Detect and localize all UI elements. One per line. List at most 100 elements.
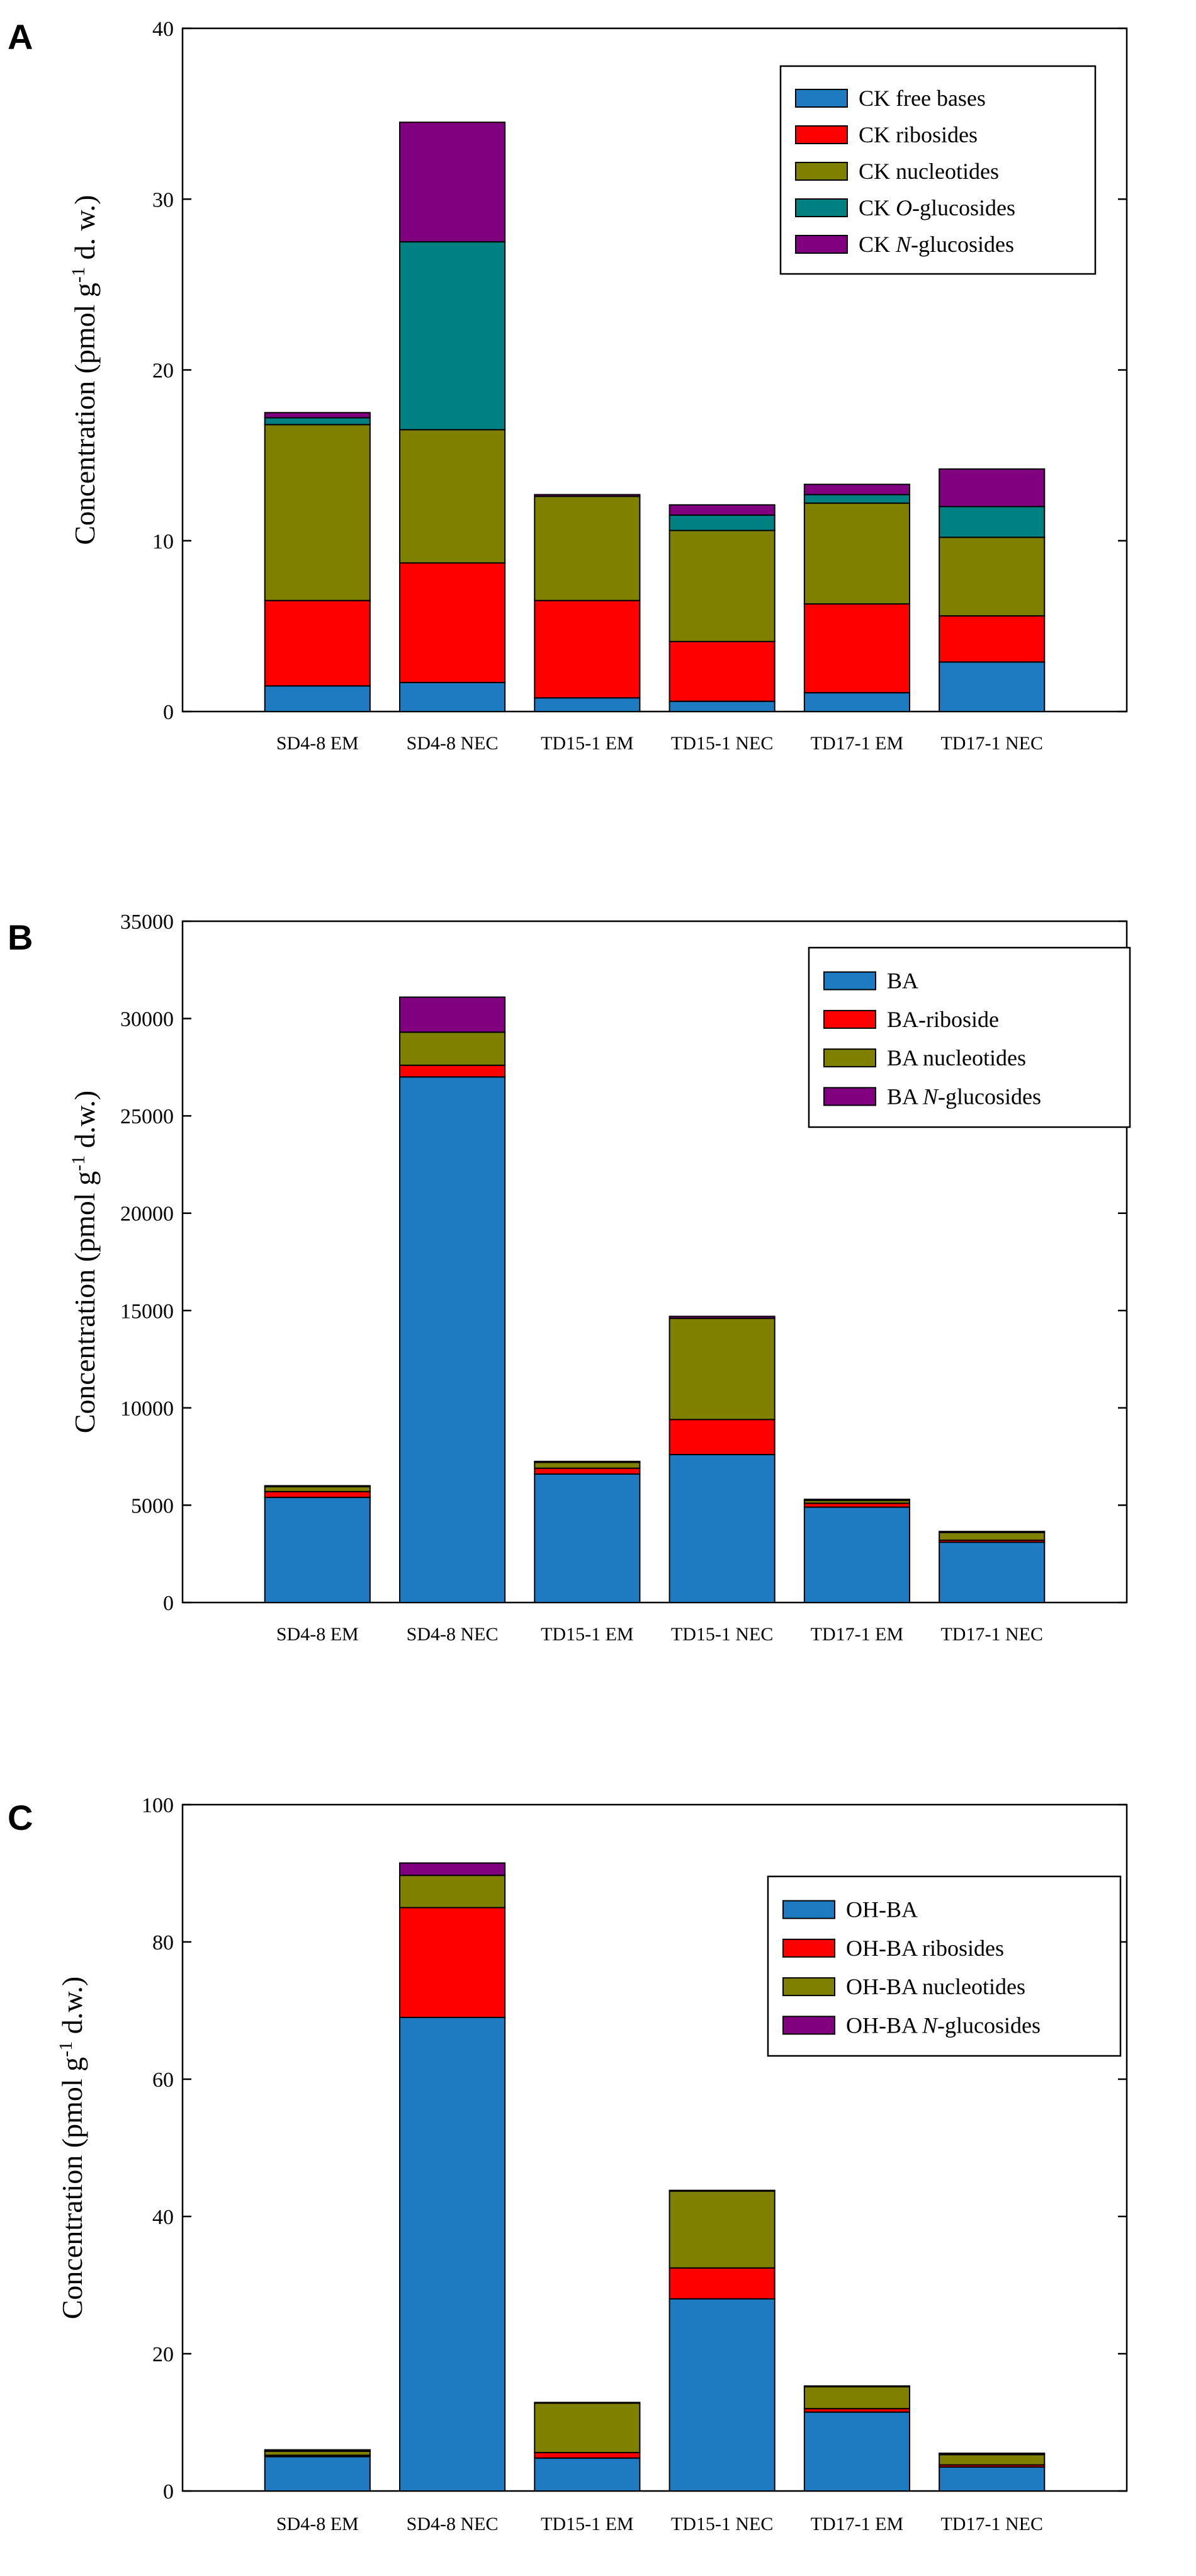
bar-td17-1-em-oh-ba [803,2411,911,2492]
legend-label-pre: BA nucleotides [887,1045,1026,1070]
bar-sd4-8-em-oh-ba [264,2456,371,2492]
bar-td15-1-nec-oh-ba-nucleotides [669,2190,776,2269]
bar-td15-1-nec-ba-nucleotides [669,1317,776,1421]
bar-sd4-8-em-ba-nucleotides [264,1486,371,1492]
bar-sd4-8-nec-oh-ba [399,2016,506,2492]
bar-td15-1-nec-ba-riboside [669,1419,776,1456]
bar-td17-1-nec-ck-n-glucosides [939,468,1046,508]
x-tick-label: SD4-8 NEC [407,733,499,754]
x-tick-label: TD17-1 EM [811,1624,903,1645]
bar-td15-1-em-ba-n-glucosides [534,1460,641,1463]
y-axis-title: Concentration (pmol g-1 d. w.) [68,195,101,545]
bar-td15-1-em-ck-ribosides [534,599,641,699]
x-tick-label: TD15-1 NEC [671,733,773,754]
legend-label-pre: BA-riboside [887,1007,999,1032]
legend-label-post: -glucosides [937,2012,1041,2038]
bar-td17-1-nec-ba [939,1541,1046,1604]
bar-sd4-8-nec-ck-o-glucosides [399,241,506,431]
bar-td17-1-nec-ck-nucleotides [939,536,1046,617]
bar-td17-1-em-ck-nucleotides [803,502,911,605]
legend-label-pre: CK free bases [859,86,986,111]
plot-frame [181,1803,1128,2492]
bar-td15-1-em-ba [534,1473,641,1604]
bar-td17-1-nec-oh-ba-n-glucosides [939,2453,1046,2456]
bar-sd4-8-nec-ba-nucleotides [399,1031,506,1066]
bar-td17-1-em-ck-o-glucosides [803,494,911,504]
y-tick-label: 20 [152,2343,174,2366]
panel-letter: B [8,917,33,957]
bar-td15-1-em-oh-ba-n-glucosides [534,2402,641,2404]
legend-label-pre: CK ribosides [859,122,978,147]
legend-label: OH-BA [846,1897,918,1922]
legend-label: OH-BA nucleotides [846,1974,1025,1999]
y-tick-label: 15000 [120,1300,174,1323]
bar-sd4-8-em-ba [264,1497,371,1603]
bar-sd4-8-em-ck-ribosides [264,599,371,687]
x-tick-label: SD4-8 EM [276,1624,359,1645]
bar-td17-1-nec-ck-o-glucosides [939,506,1046,538]
y-tick-label: 25000 [120,1105,174,1128]
legend-label: BA-riboside [887,1007,999,1032]
legend-label-pre: OH-BA ribosides [846,1936,1004,1961]
y-tick-label: 10 [152,530,174,553]
bar-sd4-8-nec-ck-ribosides [399,562,506,683]
legend-swatch [823,1009,876,1029]
bar-sd4-8-em-ck-free-bases [264,685,371,712]
legend-label: CK ribosides [859,122,978,147]
bar-td15-1-nec-ck-nucleotides [669,530,776,642]
bar-sd4-8-nec-oh-ba-nucleotides [399,1875,506,1909]
legend-label-post: -glucosides [912,195,1015,220]
y-tick-label: 10000 [120,1397,174,1421]
bar-sd4-8-nec-ba [399,1076,506,1604]
legend-label: BA [887,968,918,994]
bar-td17-1-nec-ck-ribosides [939,615,1046,663]
legend-label: CK O-glucosides [859,195,1015,220]
y-tick-label: 5000 [131,1494,174,1518]
bar-td15-1-em-ck-n-glucosides [534,494,641,497]
bar-td15-1-nec-oh-ba [669,2298,776,2492]
bar-td15-1-nec-ba [669,1454,776,1604]
y-tick-label: 80 [152,1931,174,1955]
y-tick-label: 60 [152,2068,174,2092]
bar-td15-1-em-oh-ba-nucleotides [534,2402,641,2453]
x-tick-label: TD17-1 NEC [940,1624,1042,1645]
panel-letter: A [8,17,33,57]
legend-label: BA nucleotides [887,1045,1026,1070]
legend-label-post: -glucosides [938,1084,1041,1109]
y-tick-label: 35000 [120,911,174,934]
x-tick-label: SD4-8 EM [276,2514,359,2534]
x-tick-label: TD17-1 EM [811,733,903,754]
bar-td17-1-em-ck-free-bases [803,692,911,712]
legend-swatch [795,162,848,181]
bar-td17-1-nec-ck-free-bases [939,661,1046,713]
bar-sd4-8-em-ba-riboside [264,1490,371,1499]
bar-td15-1-em-ba-riboside [534,1467,641,1475]
bar-sd4-8-nec-oh-ba-n-glucosides [399,1862,506,1876]
legend-label-pre: OH-BA [846,2012,922,2038]
bar-td17-1-nec-ba-n-glucosides [939,1531,1046,1533]
x-tick-label: TD17-1 NEC [940,2514,1042,2534]
bar-sd4-8-em-ck-n-glucosides [264,412,371,419]
y-tick-label: 0 [163,2480,174,2504]
legend-label: BA N-glucosides [887,1084,1041,1109]
bar-td17-1-em-oh-ba-nucleotides [803,2386,911,2410]
y-tick-label: 40 [152,18,174,41]
x-tick-label: SD4-8 NEC [407,1624,499,1645]
bar-td17-1-em-ba-n-glucosides [803,1499,911,1501]
y-axis-title-suffix: d.w.) [69,1091,101,1155]
bar-sd4-8-em-ba-n-glucosides [264,1485,371,1488]
x-tick-label: TD15-1 NEC [671,1624,773,1645]
legend-label: CK free bases [859,86,986,111]
y-axis-title-prefix: Concentration (pmol g [69,283,101,545]
bar-td15-1-em-ck-free-bases [534,697,641,713]
bar-td15-1-nec-ck-o-glucosides [669,514,776,531]
legend-swatch [782,1938,835,1958]
legend-label-italic: N [922,2012,939,2038]
bar-sd4-8-nec-ck-nucleotides [399,429,506,564]
y-axis-title-suffix: d.w.) [56,1977,88,2041]
legend-label-pre: OH-BA [846,1897,918,1922]
y-tick-label: 20000 [120,1203,174,1226]
legend-label-pre: OH-BA nucleotides [846,1974,1025,1999]
x-tick-label: TD17-1 NEC [940,733,1042,754]
